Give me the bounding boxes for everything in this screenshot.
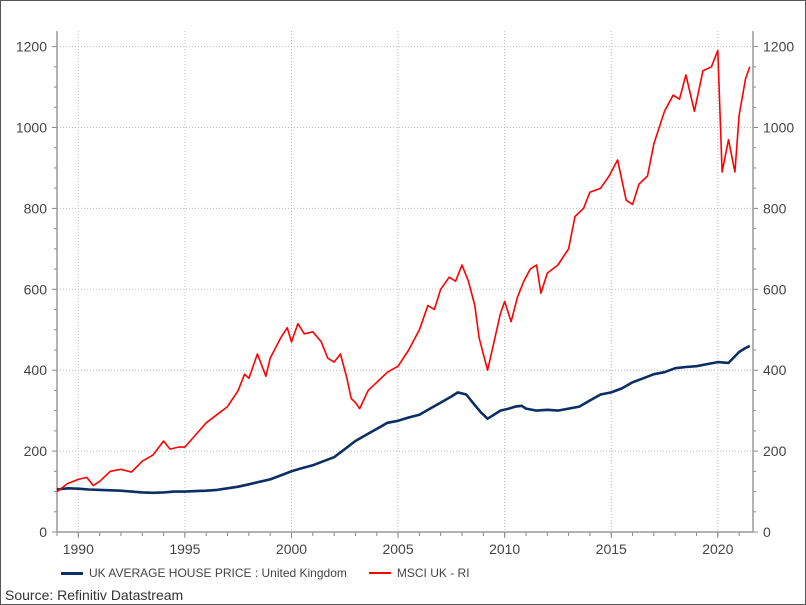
legend-label-msci: MSCI UK - RI bbox=[396, 566, 470, 580]
y-tick-label-right: 600 bbox=[763, 281, 787, 297]
y-tick-label-left: 600 bbox=[24, 281, 48, 297]
y-tick-label-right: 0 bbox=[763, 524, 771, 540]
legend-label-house-price: UK AVERAGE HOUSE PRICE : United Kingdom bbox=[89, 566, 347, 580]
x-tick-label: 1995 bbox=[169, 541, 200, 557]
line-chart: 0 0 200 200 400 400 600 600 800 800 1000 1000 1200 12… bbox=[16, 31, 794, 557]
legend: UK AVERAGE HOUSE PRICE : United Kingdom … bbox=[61, 566, 470, 580]
legend-swatch-msci bbox=[368, 572, 391, 574]
source-note: Source: Refinitiv Datastream bbox=[5, 587, 184, 603]
series-line-msci bbox=[56, 49, 751, 493]
series-line-house-price bbox=[56, 344, 751, 495]
x-tick-label: 2020 bbox=[702, 541, 733, 557]
legend-item-house-price: UK AVERAGE HOUSE PRICE : United Kingdom bbox=[61, 566, 347, 580]
y-tick-label-right: 1000 bbox=[763, 120, 794, 136]
y-tick-label-left: 800 bbox=[24, 200, 48, 216]
x-tick-label: 2015 bbox=[596, 541, 627, 557]
x-tick-label: 2010 bbox=[489, 541, 520, 557]
y-tick-label-left: 1000 bbox=[16, 120, 47, 136]
legend-swatch-house-price bbox=[61, 571, 83, 575]
legend-item-msci: MSCI UK - RI bbox=[368, 566, 470, 580]
y-tick-label-left: 200 bbox=[24, 443, 48, 459]
y-tick-label-right: 400 bbox=[763, 362, 787, 378]
x-tick-label: 2000 bbox=[276, 541, 307, 557]
y-tick-label-right: 1200 bbox=[763, 39, 794, 55]
y-tick-label-right: 200 bbox=[763, 443, 787, 459]
y-tick-label-left: 400 bbox=[24, 362, 48, 378]
x-tick-label: 1990 bbox=[63, 541, 94, 557]
y-tick-label-left: 1200 bbox=[16, 39, 47, 55]
x-tick-label: 2005 bbox=[382, 541, 413, 557]
y-tick-label-left: 0 bbox=[39, 524, 47, 540]
y-tick-label-right: 800 bbox=[763, 200, 787, 216]
